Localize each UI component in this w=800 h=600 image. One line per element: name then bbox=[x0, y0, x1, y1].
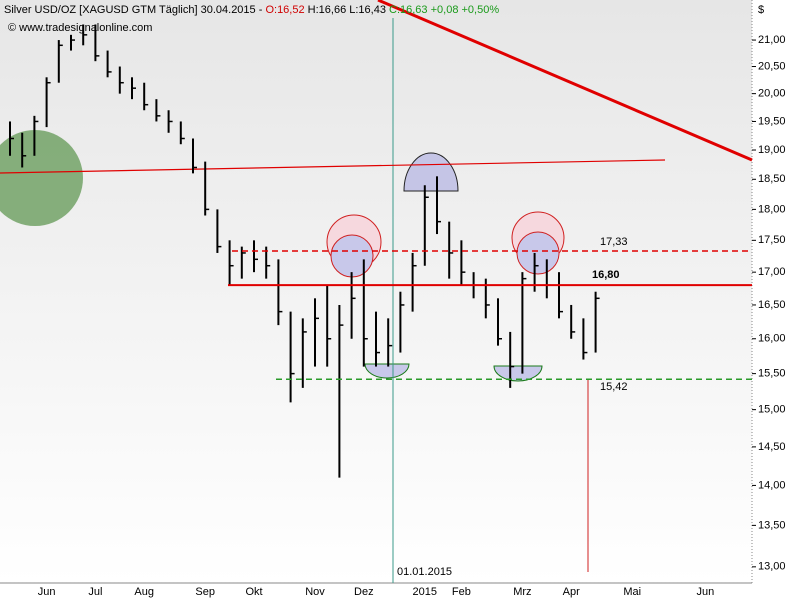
y-tick-label: 17,00 bbox=[758, 266, 786, 278]
highlight-arc bbox=[364, 363, 410, 379]
trend-line bbox=[377, 0, 753, 162]
y-tick-label: 20,00 bbox=[758, 88, 786, 100]
x-tick-label: Jun bbox=[38, 586, 56, 598]
y-tick-label: 20,50 bbox=[758, 60, 786, 72]
y-tick-label: 18,50 bbox=[758, 173, 786, 185]
plot-background bbox=[0, 0, 752, 583]
y-tick-label: 14,00 bbox=[758, 479, 786, 491]
level-label: 16,80 bbox=[592, 269, 620, 281]
highlight-arc bbox=[493, 365, 543, 382]
level-label: 17,33 bbox=[600, 236, 628, 248]
level-label: 15,42 bbox=[600, 381, 628, 393]
x-tick-label: 2015 bbox=[413, 586, 437, 598]
y-tick-label: 19,50 bbox=[758, 115, 786, 127]
y-tick-label: 15,50 bbox=[758, 368, 786, 380]
y-tick-label: 15,00 bbox=[758, 404, 786, 416]
header: Silver USD/OZ [XAGUSD GTM Täglich] 30.04… bbox=[4, 4, 499, 16]
x-tick-label: Aug bbox=[134, 586, 154, 598]
x-tick-label: Dez bbox=[354, 586, 374, 598]
y-tick-label: 21,00 bbox=[758, 34, 786, 46]
y-tick-label: 16,50 bbox=[758, 299, 786, 311]
y-tick-label: 18,00 bbox=[758, 203, 786, 215]
x-tick-label: Apr bbox=[563, 586, 580, 598]
header-change: +0,08 +0,50% bbox=[431, 4, 500, 16]
x-tick-label: Mrz bbox=[513, 586, 531, 598]
x-tick-label: Jul bbox=[88, 586, 102, 598]
header-high: H:16,66 bbox=[308, 4, 347, 16]
y-tick-label: 19,00 bbox=[758, 144, 786, 156]
highlight-circle bbox=[516, 231, 560, 275]
x-tick-label: Nov bbox=[305, 586, 325, 598]
y-tick-label: 13,00 bbox=[758, 561, 786, 573]
date-marker-label: 01.01.2015 bbox=[397, 566, 452, 578]
x-tick-label: Feb bbox=[452, 586, 471, 598]
axis-background bbox=[752, 0, 800, 600]
header-open: O:16,52 bbox=[265, 4, 304, 16]
header-instrument: Silver USD/OZ [XAGUSD GTM Täglich] 30.04… bbox=[4, 4, 263, 16]
header-low: L:16,43 bbox=[349, 4, 386, 16]
highlight-arc bbox=[403, 152, 459, 192]
x-tick-label: Okt bbox=[245, 586, 262, 598]
trend-line bbox=[0, 159, 666, 174]
y-axis-label: $ bbox=[758, 4, 764, 16]
highlight-circle bbox=[330, 234, 374, 278]
x-tick-label: Jun bbox=[697, 586, 715, 598]
highlight-circle bbox=[0, 130, 83, 226]
x-tick-label: Sep bbox=[195, 586, 215, 598]
x-tick-label: Mai bbox=[623, 586, 641, 598]
y-tick-label: 16,00 bbox=[758, 333, 786, 345]
watermark: © www.tradesignalonline.com bbox=[8, 22, 152, 34]
y-tick-label: 14,50 bbox=[758, 441, 786, 453]
y-tick-label: 13,50 bbox=[758, 519, 786, 531]
header-close: C:16,63 bbox=[389, 4, 428, 16]
y-tick-label: 17,50 bbox=[758, 234, 786, 246]
